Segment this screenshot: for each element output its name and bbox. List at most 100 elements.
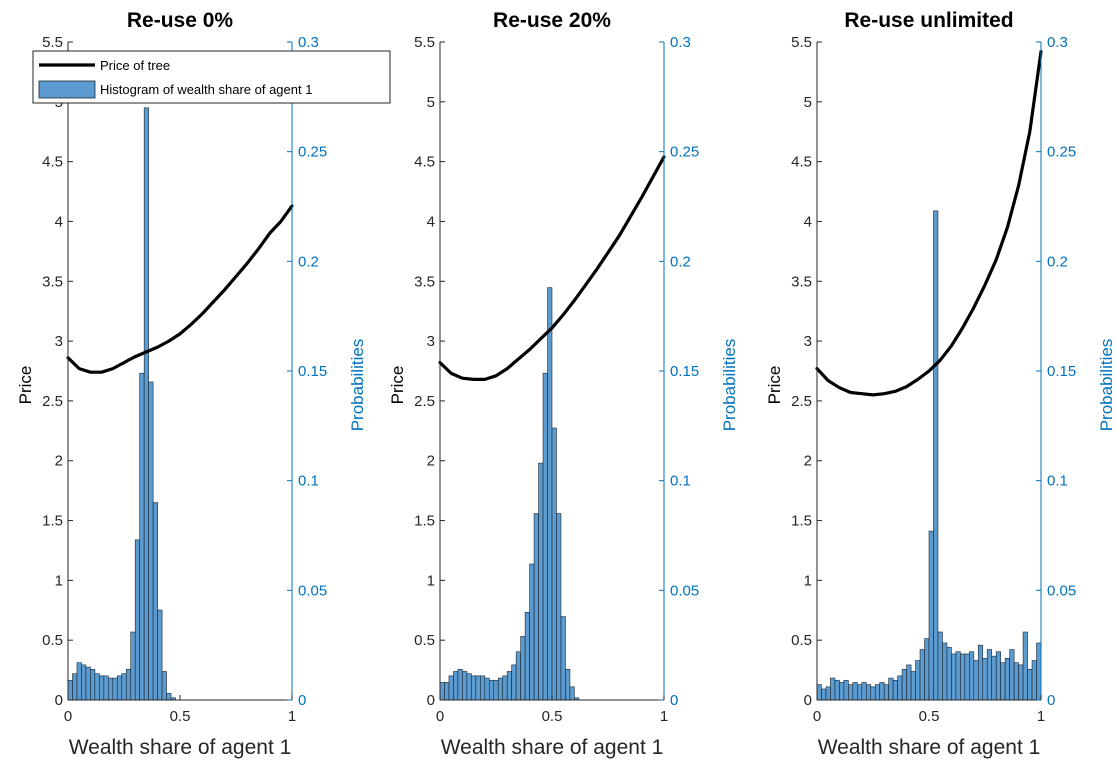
right-tick-label: 0.3 xyxy=(1047,34,1068,51)
histogram-bar xyxy=(148,381,154,701)
histogram-bar xyxy=(90,668,96,701)
histogram-bar xyxy=(991,655,997,701)
x-tick-label: 0 xyxy=(813,708,821,725)
left-tick-label: 5 xyxy=(427,94,435,111)
histogram-bar xyxy=(116,675,123,701)
left-tick-label: 4.5 xyxy=(791,154,812,171)
histogram-bar xyxy=(821,688,827,701)
histogram-bar xyxy=(830,677,836,701)
histogram-bar xyxy=(834,679,840,701)
left-tick-label: 4 xyxy=(804,213,812,230)
histogram-bar xyxy=(565,668,571,701)
right-tick-label: 0.2 xyxy=(1047,253,1068,270)
histogram xyxy=(816,210,1042,701)
histogram-bar xyxy=(977,644,984,701)
histogram-bar xyxy=(457,668,463,701)
x-tick-label: 0.5 xyxy=(542,708,563,725)
histogram-bar xyxy=(139,372,145,701)
histogram-bar xyxy=(152,502,158,701)
right-tick-label: 0.15 xyxy=(298,363,327,380)
x-axis-label: Wealth share of agent 1 xyxy=(818,736,1041,759)
histogram-bar xyxy=(883,684,889,701)
x-tick-label: 0.5 xyxy=(170,708,191,725)
left-tick-label: 1 xyxy=(804,572,812,589)
right-tick-label: 0 xyxy=(298,692,306,709)
histogram-bar xyxy=(520,636,526,701)
histogram-bar xyxy=(937,631,943,701)
left-tick-label: 5.5 xyxy=(42,34,63,51)
left-tick-label: 4.5 xyxy=(414,154,435,171)
left-tick-label: 0.5 xyxy=(414,632,435,649)
histogram-bar xyxy=(816,684,822,701)
price-line xyxy=(438,155,666,381)
histogram-bar xyxy=(924,638,930,701)
right-tick-label: 0.25 xyxy=(670,144,699,161)
histogram-bar xyxy=(103,675,109,701)
histogram-bar xyxy=(964,653,970,701)
panel-3: 0 0.5 1 1.5 2 2.5 3 3.5 4 4.5 5 5.5 0 0.05 0.1 0.15 0.2 0… xyxy=(765,9,1116,759)
left-tick-label: 2.5 xyxy=(414,393,435,410)
histogram-bar xyxy=(843,679,849,701)
histogram-bar xyxy=(892,679,898,701)
histogram-bar xyxy=(942,642,948,701)
histogram-bar xyxy=(94,673,100,701)
right-y-axis-label: Probabilities xyxy=(1097,339,1116,432)
left-tick-label: 5.5 xyxy=(791,34,812,51)
histogram-bar xyxy=(1027,668,1033,701)
x-tick-label: 0.5 xyxy=(919,708,940,725)
left-tick-label: 1 xyxy=(427,572,435,589)
left-tick-label: 3 xyxy=(427,333,435,350)
histogram-bar xyxy=(951,653,957,701)
left-tick-label: 2 xyxy=(804,453,812,470)
histogram-bar xyxy=(121,673,127,701)
left-tick-label: 3.5 xyxy=(791,273,812,290)
histogram-bar xyxy=(906,664,912,701)
left-tick-label: 1.5 xyxy=(791,513,812,530)
histogram-bar xyxy=(542,372,548,701)
histogram-bar xyxy=(466,673,472,701)
histogram-bar xyxy=(879,682,885,701)
left-tick-label: 0 xyxy=(804,692,812,709)
histogram-bar xyxy=(865,684,872,701)
legend: Price of tree Histogram of wealth share o… xyxy=(32,50,391,104)
histogram-bar xyxy=(857,684,863,701)
right-tick-label: 0.05 xyxy=(670,582,699,599)
x-tick-label: 0 xyxy=(64,708,72,725)
x-tick-label: 0 xyxy=(436,708,444,725)
histogram-bar xyxy=(533,513,539,701)
histogram xyxy=(67,107,176,701)
left-tick-label: 2 xyxy=(427,453,435,470)
histogram-bar xyxy=(166,693,172,701)
x-tick-label: 1 xyxy=(660,708,668,725)
histogram-bar xyxy=(874,684,881,701)
right-tick-label: 0.2 xyxy=(670,253,691,270)
histogram-bar xyxy=(143,107,149,701)
left-tick-label: 1.5 xyxy=(42,513,63,530)
right-y-axis-label: Probabilities xyxy=(348,339,367,432)
histogram-bar xyxy=(995,651,1001,701)
histogram-bar xyxy=(1022,631,1028,701)
left-tick-label: 0 xyxy=(55,692,63,709)
histogram-bar xyxy=(569,686,575,701)
histogram-bar xyxy=(556,513,562,701)
histogram-bar xyxy=(453,671,459,701)
histogram-bar xyxy=(969,651,975,701)
histogram-bar xyxy=(475,675,481,701)
legend-line-label: Price of tree xyxy=(100,58,170,73)
right-tick-label: 0.05 xyxy=(1047,582,1076,599)
histogram-bar xyxy=(848,684,854,701)
histogram-bar xyxy=(986,649,993,701)
panel-title: Re-use 0% xyxy=(127,9,234,32)
left-y-axis-label: Price xyxy=(765,366,784,405)
histogram-bar xyxy=(134,539,140,701)
histogram-bar xyxy=(901,668,907,701)
left-tick-label: 4 xyxy=(55,213,63,230)
panel-1: 00.511.522.533.544.555.500.050.10.150.20… xyxy=(16,9,367,759)
left-tick-label: 2 xyxy=(55,453,63,470)
histogram-bar xyxy=(67,679,73,701)
x-tick-label: 1 xyxy=(288,708,296,725)
histogram-bar xyxy=(444,682,450,701)
histogram-bar xyxy=(852,682,858,701)
left-tick-label: 1 xyxy=(55,572,63,589)
histogram xyxy=(439,287,580,701)
